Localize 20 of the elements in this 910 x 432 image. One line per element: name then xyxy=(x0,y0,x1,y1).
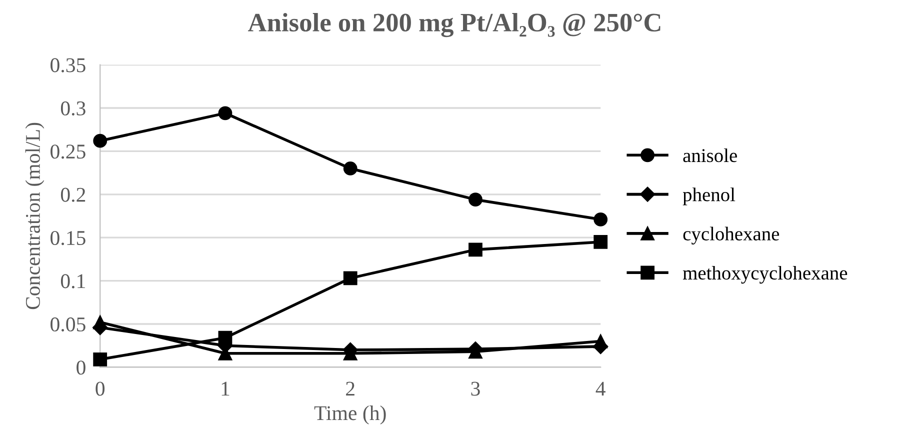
legend-label: methoxycyclohexane xyxy=(682,266,848,284)
y-tick-label: 0.1 xyxy=(60,274,85,288)
y-tick-label: 0.15 xyxy=(50,230,86,246)
x-tick-label: 1 xyxy=(222,382,230,396)
legend-label: cyclohexane xyxy=(683,226,780,244)
x-tick-label: 4 xyxy=(596,382,606,396)
y-tick-label: 0.35 xyxy=(50,58,86,72)
y-axis-title: Concentration (mol/L) xyxy=(25,122,44,310)
y-tick-label: 0.25 xyxy=(50,144,86,159)
y-tick-label: 0.05 xyxy=(50,317,86,332)
chart-title: Anisole on 200 mg Pt/Al₂O₃ @ 250°C xyxy=(248,12,660,38)
x-tick-label: 3 xyxy=(471,382,480,396)
legend-label: anisole xyxy=(683,148,737,162)
y-tick-label: 0.2 xyxy=(60,188,86,202)
y-tick-label: 0.3 xyxy=(60,101,86,116)
legend-label: phenol xyxy=(682,188,736,206)
x-tick-label: 0 xyxy=(96,382,105,396)
y-tick-label: 0 xyxy=(76,360,86,375)
x-tick-label: 2 xyxy=(346,382,354,396)
x-axis-title: Time (h) xyxy=(314,406,386,424)
